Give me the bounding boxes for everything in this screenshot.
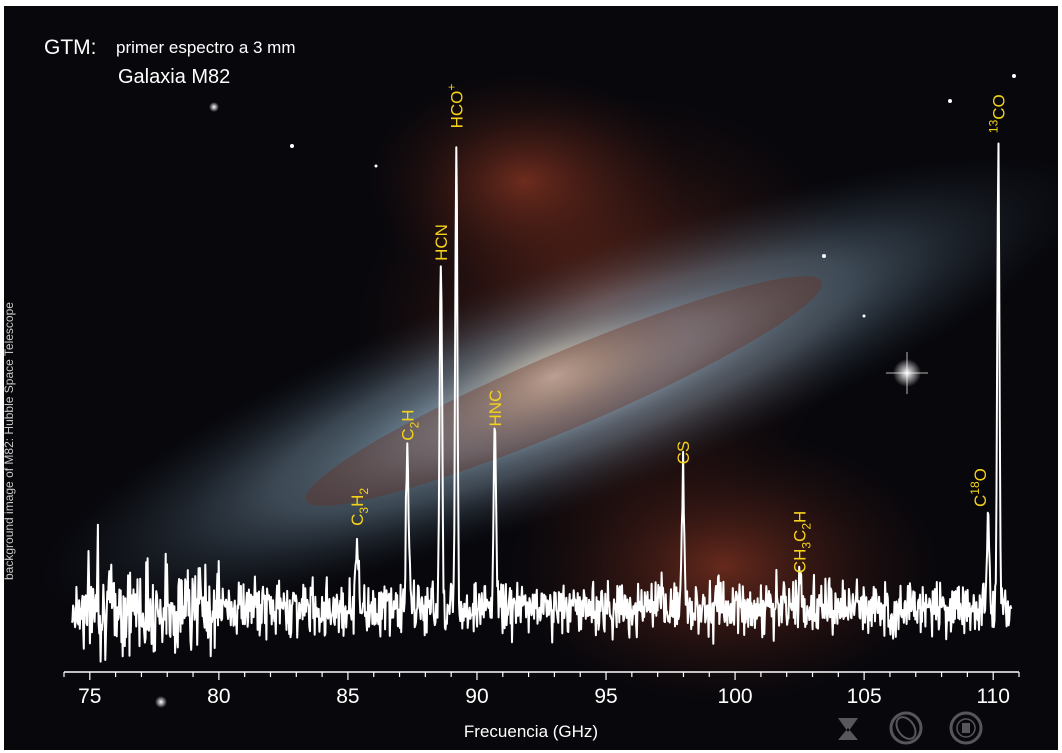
spectrum-series <box>70 142 1013 663</box>
title-object: Galaxia M82 <box>118 66 231 88</box>
line-label-ch3c2h: CH3​C2​H <box>791 511 814 574</box>
line-label-c18o: C18​O <box>968 468 990 507</box>
figure-frame: 75 80 85 90 95 100 105 110 C3​H2​ C2​H HCN HCO+​ HN… <box>4 6 1058 750</box>
line-label-hnc: HNC <box>486 390 505 427</box>
gtm-lmt-logo <box>889 711 923 745</box>
x-tick-label: 80 <box>207 685 230 708</box>
umass-seal <box>949 711 983 745</box>
line-label-c3h2: C3​H2​ <box>348 488 371 526</box>
inaoe-logo <box>838 718 858 740</box>
x-tick-label: 100 <box>718 685 753 708</box>
line-label-hcn: HCN <box>432 224 451 261</box>
x-tick-label: 95 <box>594 685 617 708</box>
x-tick-label: 75 <box>78 685 101 708</box>
title-instrument: GTM: <box>44 36 97 59</box>
x-tick-label: 90 <box>465 685 488 708</box>
institution-logos <box>838 711 983 745</box>
x-tick-label: 110 <box>976 685 1009 708</box>
title-subtitle: primer espectro a 3 mm <box>116 38 296 57</box>
x-axis-label: Frecuencia (GHz) <box>463 722 599 741</box>
line-label-hcoplus: HCO+​ <box>444 84 466 129</box>
spectrum-plot: 75 80 85 90 95 100 105 110 C3​H2​ C2​H HCN HCO+​ HN… <box>63 84 1020 708</box>
x-tick-label: 105 <box>847 685 882 708</box>
image-credit: background image of M82: Hubble Space Te… <box>4 302 16 580</box>
line-label-c2h: C2​H <box>398 409 421 440</box>
line-label-13co: 13​CO <box>986 94 1008 133</box>
x-tick-label: 85 <box>336 685 359 708</box>
line-label-cs: CS <box>674 441 693 465</box>
